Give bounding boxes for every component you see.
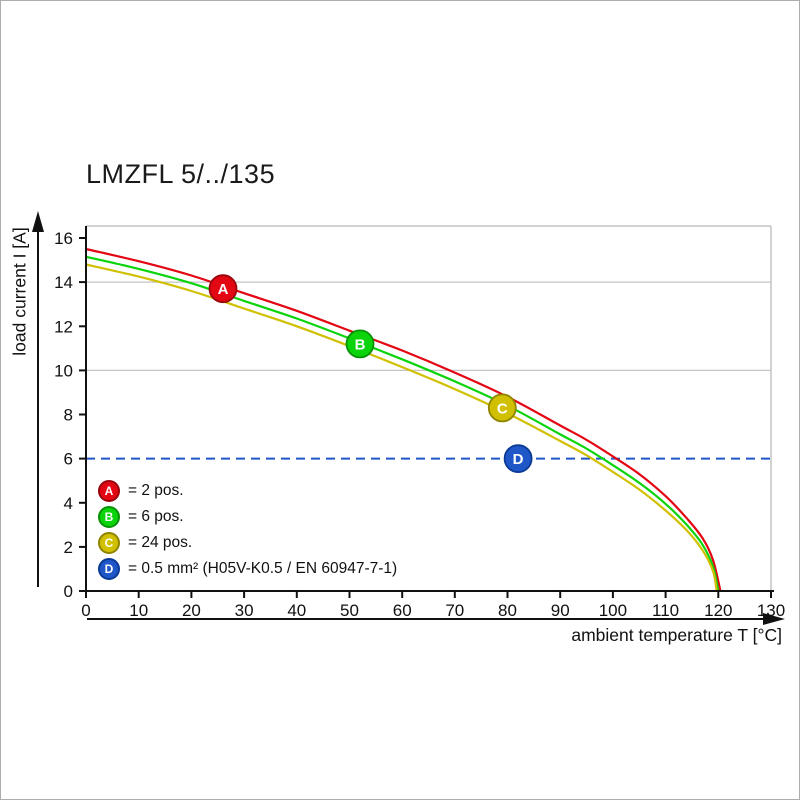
x-axis-label: ambient temperature T [°C] [571, 625, 782, 645]
curve-c [85, 263, 718, 592]
marker-a-icon [208, 274, 238, 304]
x-axis-arrow-head-icon [763, 613, 785, 625]
legend: A = 2 pos. B = 6 pos. C = 24 pos. D = 0.… [98, 478, 518, 582]
marker-letter: C [497, 400, 508, 417]
x-tick-label: 70 [445, 601, 464, 620]
y-tick-label: 10 [54, 361, 73, 380]
y-axis-arrow-head-icon [32, 211, 44, 232]
legend-item: A = 2 pos. [98, 478, 518, 504]
legend-marker-a-icon: A [98, 480, 120, 502]
marker-d-icon [503, 444, 533, 474]
x-tick-label: 40 [287, 601, 306, 620]
legend-item: C = 24 pos. [98, 530, 518, 556]
x-tick-label: 90 [551, 601, 570, 620]
x-tick-label: 0 [81, 601, 90, 620]
y-tick-label: 6 [64, 450, 73, 469]
legend-marker-b-icon: B [98, 506, 120, 528]
x-tick-label: 10 [129, 601, 148, 620]
y-tick-label: 12 [54, 317, 73, 336]
legend-label: = 24 pos. [128, 534, 193, 551]
marker-letter: D [513, 451, 524, 468]
marker-letter: B [355, 336, 366, 353]
curve-a [85, 247, 722, 592]
x-tick-label: 110 [652, 601, 679, 620]
x-tick-label: 80 [498, 601, 517, 620]
legend-marker-d-icon: D [98, 558, 120, 580]
legend-marker-c-icon: C [98, 532, 120, 554]
legend-label: = 0.5 mm² (H05V-K0.5 / EN 60947-7-1) [128, 560, 398, 577]
y-axis-label: load current I [A] [9, 227, 30, 356]
y-tick-label: 0 [64, 582, 73, 601]
y-tick-label: 8 [64, 406, 73, 425]
chart-title: LMZFL 5/../135 [86, 159, 276, 189]
legend-label: = 6 pos. [128, 508, 184, 525]
x-tick-label: 50 [340, 601, 359, 620]
marker-b-icon [345, 329, 375, 359]
legend-item: B = 6 pos. [98, 504, 518, 530]
x-tick-label: 100 [599, 601, 627, 620]
y-tick-label: 14 [54, 273, 73, 292]
legend-label: = 2 pos. [128, 482, 184, 499]
legend-item: D = 0.5 mm² (H05V-K0.5 / EN 60947-7-1) [98, 556, 518, 582]
y-tick-label: 4 [64, 494, 73, 513]
y-tick-label: 16 [54, 229, 73, 248]
marker-c-icon [487, 393, 517, 423]
marker-letter: A [218, 281, 229, 298]
curve-b [85, 255, 720, 592]
x-tick-label: 120 [704, 601, 732, 620]
y-tick-label: 2 [64, 538, 73, 557]
x-tick-label: 20 [182, 601, 201, 620]
x-tick-label: 30 [235, 601, 254, 620]
x-tick-label: 60 [393, 601, 412, 620]
